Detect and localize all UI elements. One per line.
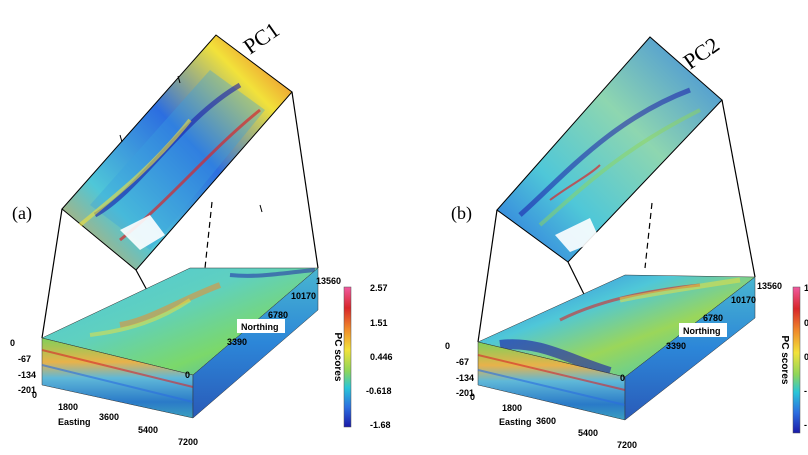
pc1-3d-block bbox=[41, 267, 319, 419]
colorbar-tick: 0 bbox=[804, 352, 808, 362]
northing-tick: 10170 bbox=[291, 291, 316, 301]
northing-tick: 10170 bbox=[731, 295, 756, 305]
easting-tick: 1800 bbox=[502, 403, 522, 413]
block-right-face bbox=[192, 267, 319, 419]
northing-tick: 3390 bbox=[227, 337, 247, 347]
colorbar-tick: 1.51 bbox=[370, 318, 388, 328]
projection-dashed-line bbox=[204, 201, 213, 269]
colorbar-tick: 2.57 bbox=[370, 283, 388, 293]
northing-axis-label: Northing bbox=[241, 322, 279, 332]
colorbar-tick: 0.446 bbox=[370, 352, 393, 362]
colorbar-tick: 0 bbox=[804, 318, 808, 328]
colorbar-title: PC scores bbox=[779, 336, 790, 385]
depth-tick: -67 bbox=[456, 357, 469, 367]
projection-line bbox=[291, 91, 319, 269]
block-right-face bbox=[624, 276, 756, 421]
projection-line bbox=[721, 99, 756, 278]
depth-tick: -67 bbox=[18, 354, 31, 364]
northing-tick: 13560 bbox=[316, 276, 341, 286]
pc2-colorbar: 1 0 0 - - PC scores bbox=[779, 283, 808, 434]
easting-tick: 0 bbox=[32, 390, 37, 400]
easting-axis-label: Easting bbox=[58, 417, 91, 427]
pc1-map-sheet bbox=[61, 34, 293, 271]
colorbar-tick: - bbox=[804, 420, 807, 430]
panel-a: (a) PC1 0 bbox=[10, 17, 393, 447]
easting-tick: 0 bbox=[470, 392, 475, 402]
colorbar-tick: -0.618 bbox=[366, 386, 392, 396]
pc1-colorbar: 2.57 1.51 0.446 -0.618 -1.68 PC scores bbox=[332, 283, 393, 430]
easting-tick: 5400 bbox=[578, 428, 598, 438]
depth-tick: -134 bbox=[18, 370, 36, 380]
projection-line bbox=[477, 209, 498, 343]
panel-b-label: (b) bbox=[451, 203, 472, 224]
easting-tick: 7200 bbox=[617, 440, 637, 450]
depth-tick: -134 bbox=[456, 373, 474, 383]
depth-tick: -201 bbox=[18, 385, 36, 395]
panel-a-label: (a) bbox=[12, 203, 32, 224]
easting-tick: 3600 bbox=[99, 412, 119, 422]
projection-line bbox=[41, 208, 63, 339]
pc1-title: PC1 bbox=[239, 17, 284, 59]
colorbar-tick: - bbox=[804, 386, 807, 396]
panel-b: (b) PC2 0 -67 -134 -201 bbox=[445, 32, 808, 450]
pc2-map-sheet bbox=[496, 36, 723, 263]
northing-label-box bbox=[679, 323, 727, 337]
easting-tick: 3600 bbox=[536, 416, 556, 426]
northing-label-box bbox=[237, 319, 285, 333]
depth-tick: -201 bbox=[456, 388, 474, 398]
northing-tick: 0 bbox=[620, 373, 625, 383]
projection-dashed-line bbox=[644, 202, 653, 269]
northing-tick: 6780 bbox=[268, 310, 288, 320]
easting-axis-label: Easting bbox=[499, 417, 532, 427]
easting-tick: 5400 bbox=[138, 425, 158, 435]
northing-tick: 0 bbox=[185, 370, 190, 380]
easting-tick: 1800 bbox=[58, 402, 78, 412]
depth-tick: 0 bbox=[445, 341, 450, 351]
easting-tick: 7200 bbox=[178, 437, 198, 447]
northing-axis-label: Northing bbox=[683, 326, 721, 336]
northing-tick: 13560 bbox=[757, 281, 782, 291]
depth-tick: 0 bbox=[10, 338, 15, 348]
colorbar-tick: -1.68 bbox=[370, 420, 391, 430]
pc2-3d-block bbox=[477, 274, 756, 421]
colorbar-tick: 1 bbox=[804, 283, 808, 293]
colorbar-title: PC scores bbox=[332, 333, 343, 382]
northing-tick: 3390 bbox=[666, 341, 686, 351]
northing-tick: 6780 bbox=[703, 313, 723, 323]
